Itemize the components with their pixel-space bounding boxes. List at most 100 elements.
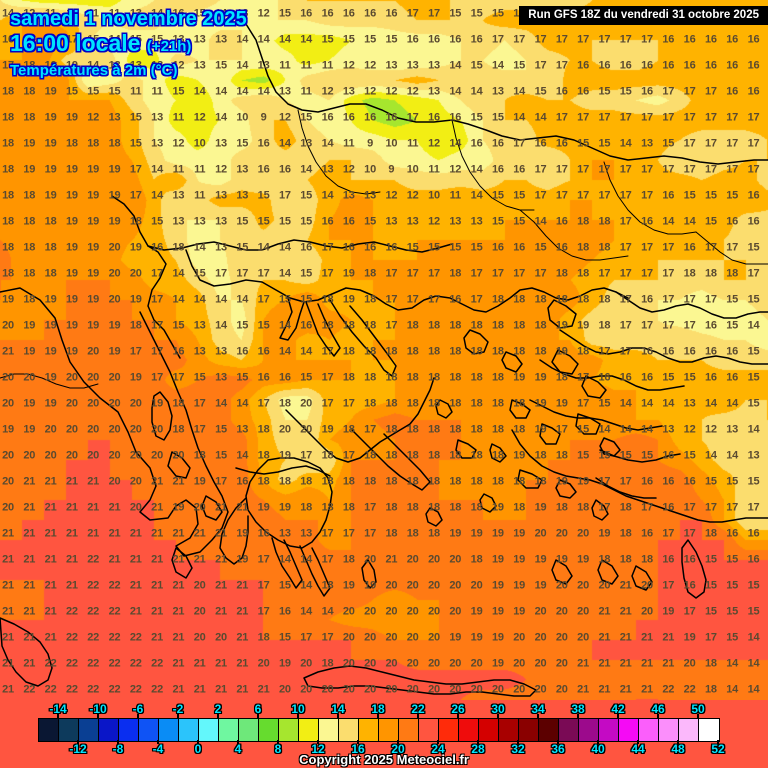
- legend-label: 0: [194, 742, 202, 756]
- legend-swatch: [599, 719, 619, 741]
- legend-swatch: [479, 719, 499, 741]
- legend-label: 8: [274, 742, 282, 756]
- color-scale-bar[interactable]: [38, 718, 720, 742]
- legend-tick: [557, 740, 559, 744]
- legend-tick: [577, 714, 579, 718]
- legend-swatch: [239, 719, 259, 741]
- legend-label: 46: [651, 702, 665, 716]
- forecast-offset: (+21h): [146, 38, 192, 56]
- legend-label: 42: [611, 702, 625, 716]
- legend-swatch: [639, 719, 659, 741]
- legend-label: 26: [451, 702, 465, 716]
- legend-label: 48: [671, 742, 685, 756]
- legend-swatch: [279, 719, 299, 741]
- legend-label: 50: [691, 702, 705, 716]
- legend-swatch: [399, 719, 419, 741]
- legend-label: 6: [254, 702, 262, 716]
- legend-label: 2: [214, 702, 222, 716]
- legend-label: 4: [234, 742, 242, 756]
- legend-label: 12: [311, 742, 325, 756]
- legend-swatch: [419, 719, 439, 741]
- legend-tick: [597, 740, 599, 744]
- legend-swatch: [339, 719, 359, 741]
- legend-tick: [437, 740, 439, 744]
- legend-label: -14: [49, 702, 67, 716]
- legend-swatch: [139, 719, 159, 741]
- legend-label: 22: [411, 702, 425, 716]
- legend-label: 44: [631, 742, 645, 756]
- temperature-raster: [0, 0, 768, 700]
- legend-tick: [397, 740, 399, 744]
- temperature-map[interactable]: 14 12 11 11 11 11 13 14 16 15 14 13 12 15 16 16 16 16 16 17…: [0, 0, 768, 700]
- legend-swatch: [359, 719, 379, 741]
- color-scale-legend: -14 -10 -6 -2 2 6 10 14 18 22 26 30 34 38 42 46 50 -12 -8-…: [0, 700, 768, 768]
- legend-tick: [137, 714, 139, 718]
- forecast-date: samedi 1 novembre 2025: [10, 8, 247, 30]
- legend-tick: [257, 714, 259, 718]
- legend-label: -10: [89, 702, 107, 716]
- legend-swatch: [39, 719, 59, 741]
- legend-tick: [697, 714, 699, 718]
- legend-tick: [277, 740, 279, 744]
- legend-tick: [57, 714, 59, 718]
- forecast-time-line: 16:00 locale (+21h): [10, 31, 247, 57]
- legend-label: 24: [431, 742, 445, 756]
- legend-label: 34: [531, 702, 545, 716]
- legend-swatch: [579, 719, 599, 741]
- legend-label: -2: [172, 702, 184, 716]
- legend-swatch: [119, 719, 139, 741]
- legend-swatch: [159, 719, 179, 741]
- legend-tick: [337, 714, 339, 718]
- legend-swatch: [199, 719, 219, 741]
- legend-swatch: [179, 719, 199, 741]
- legend-label: -8: [112, 742, 124, 756]
- forecast-time: 16:00 locale: [10, 30, 141, 57]
- legend-label: 28: [471, 742, 485, 756]
- legend-swatch: [539, 719, 559, 741]
- legend-tick: [217, 714, 219, 718]
- legend-tick: [157, 740, 159, 744]
- legend-tick: [537, 714, 539, 718]
- legend-tick: [617, 714, 619, 718]
- legend-tick: [677, 740, 679, 744]
- legend-label: 30: [491, 702, 505, 716]
- legend-swatch: [559, 719, 579, 741]
- legend-tick: [657, 714, 659, 718]
- legend-swatch: [319, 719, 339, 741]
- legend-swatch: [99, 719, 119, 741]
- legend-swatch: [499, 719, 519, 741]
- legend-swatch: [699, 719, 719, 741]
- legend-swatch: [439, 719, 459, 741]
- legend-tick: [637, 740, 639, 744]
- legend-tick: [317, 740, 319, 744]
- legend-label: 32: [511, 742, 525, 756]
- legend-tick: [177, 714, 179, 718]
- legend-label: 20: [391, 742, 405, 756]
- map-title-block: samedi 1 novembre 2025 16:00 locale (+21…: [10, 8, 247, 80]
- legend-tick: [717, 740, 719, 744]
- legend-swatch: [459, 719, 479, 741]
- legend-tick: [497, 714, 499, 718]
- legend-tick: [117, 740, 119, 744]
- copyright-notice: Copyright 2025 Meteociel.fr: [299, 752, 469, 767]
- legend-label: 52: [711, 742, 725, 756]
- legend-swatch: [519, 719, 539, 741]
- legend-label: 18: [371, 702, 385, 716]
- legend-swatch: [659, 719, 679, 741]
- legend-swatch: [259, 719, 279, 741]
- legend-tick: [77, 740, 79, 744]
- legend-tick: [237, 740, 239, 744]
- legend-swatch: [379, 719, 399, 741]
- model-run-badge: Run GFS 18Z du vendredi 31 octobre 2025: [519, 6, 768, 25]
- parameter-label: Températures à 2m (°C): [10, 62, 178, 80]
- legend-swatch: [79, 719, 99, 741]
- legend-swatch: [59, 719, 79, 741]
- legend-label: 36: [551, 742, 565, 756]
- legend-swatch: [619, 719, 639, 741]
- legend-tick: [197, 740, 199, 744]
- legend-label: 38: [571, 702, 585, 716]
- legend-tick: [297, 714, 299, 718]
- legend-label: 14: [331, 702, 345, 716]
- legend-tick: [457, 714, 459, 718]
